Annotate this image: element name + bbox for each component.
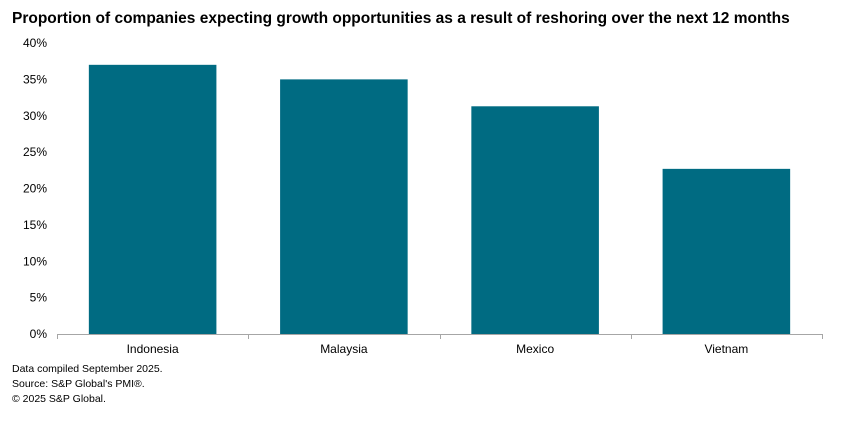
chart-title: Proportion of companies expecting growth… [12, 10, 790, 27]
y-tick-label: 15% [23, 218, 47, 232]
x-category-label: Mexico [516, 342, 554, 356]
y-tick-label: 10% [23, 254, 47, 268]
bar-vietnam [662, 168, 791, 334]
bar-malaysia [280, 79, 408, 334]
chart-footnotes: Data compiled September 2025. Source: S&… [12, 362, 163, 407]
y-tick-label: 30% [23, 109, 47, 123]
y-tick-label: 35% [23, 72, 47, 86]
y-tick-label: 25% [23, 145, 47, 159]
bar-indonesia [88, 64, 217, 334]
y-tick-label: 40% [23, 36, 47, 50]
x-category-label: Vietnam [704, 342, 748, 356]
y-tick-label: 0% [30, 327, 48, 341]
footnote-copyright: © 2025 S&P Global. [12, 393, 106, 405]
footnote-data-compiled: Data compiled September 2025. [12, 363, 163, 375]
y-tick-label: 20% [23, 182, 47, 196]
x-category-label: Malaysia [320, 342, 368, 356]
footnote-source: Source: S&P Global's PMI®. [12, 378, 145, 390]
x-category-label: Indonesia [127, 342, 179, 356]
bar-mexico [471, 106, 599, 334]
y-tick-label: 5% [30, 291, 48, 305]
